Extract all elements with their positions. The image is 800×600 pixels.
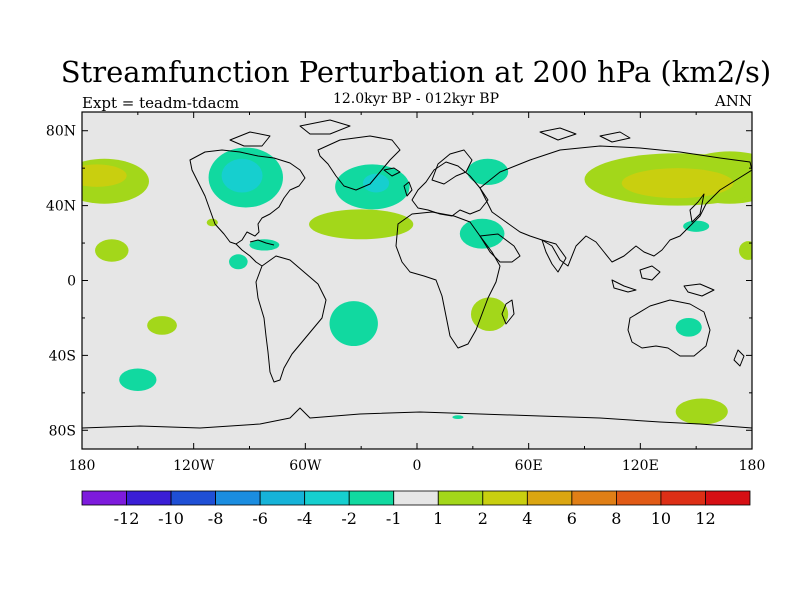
contour-region xyxy=(329,301,378,347)
colorbar-swatch xyxy=(259,490,306,506)
contour-region xyxy=(452,415,464,420)
contour-region xyxy=(459,218,505,249)
x-tick-label: 120E xyxy=(622,458,659,474)
colorbar-label: -8 xyxy=(208,509,224,528)
colorbar-label: 12 xyxy=(695,509,715,528)
x-tick-label: 60W xyxy=(289,458,322,474)
contour-region xyxy=(675,398,728,425)
colorbar-label: -2 xyxy=(341,509,357,528)
colorbar-label: 8 xyxy=(611,509,621,528)
chart-subtitle: 12.0kyr BP - 012kyr BP xyxy=(333,91,499,107)
contour-region xyxy=(229,254,248,270)
y-tick-label: 80S xyxy=(49,423,76,439)
contour-region xyxy=(470,297,509,332)
contour-region xyxy=(738,241,752,260)
y-tick-label: 40S xyxy=(49,348,76,364)
colorbar-label: 10 xyxy=(651,509,671,528)
axis-ticks: 180 120W 60W 0 60E 120E 180 80N 40N 0 40S 80S xyxy=(46,112,765,474)
contour-region xyxy=(309,209,414,240)
colorbar-label: -12 xyxy=(114,509,140,528)
contour-region xyxy=(221,158,263,193)
colorbar-label: 2 xyxy=(478,509,488,528)
season-label: ANN xyxy=(714,92,752,110)
experiment-label: Expt = teadm-tdacm xyxy=(82,94,239,112)
contour-region xyxy=(82,164,127,187)
x-tick-label: 180 xyxy=(69,458,96,474)
colorbar-label: -4 xyxy=(297,509,313,528)
contour-region xyxy=(147,316,177,335)
colorbar-swatch xyxy=(304,490,350,506)
colorbar-swatch xyxy=(482,490,528,506)
y-tick-label: 40N xyxy=(46,199,76,215)
colorbar-swatch xyxy=(526,490,573,506)
contour-region xyxy=(467,158,509,186)
y-tick-label: 0 xyxy=(67,274,76,290)
x-tick-label: 60E xyxy=(515,458,543,474)
colorbar-swatch xyxy=(616,490,662,506)
colorbar-swatch xyxy=(348,490,395,506)
x-tick-label: 180 xyxy=(739,458,766,474)
contour-region xyxy=(621,168,734,199)
colorbar-swatch xyxy=(571,490,617,506)
colorbar-label: 1 xyxy=(433,509,443,528)
colorbar-swatch xyxy=(393,490,439,506)
colorbar-label: -1 xyxy=(386,509,402,528)
colorbar-label: -10 xyxy=(158,509,184,528)
coastlines xyxy=(82,119,752,429)
colorbar-swatch xyxy=(437,490,484,506)
colorbar-swatch xyxy=(215,490,261,506)
contour-region xyxy=(675,317,702,337)
colorbar-swatch xyxy=(705,490,751,506)
colorbar-swatch xyxy=(170,490,216,506)
contour-region xyxy=(119,368,157,391)
x-tick-label: 120W xyxy=(173,458,215,474)
contour-region xyxy=(95,239,129,262)
x-tick-label: 0 xyxy=(413,458,422,474)
contour-region xyxy=(683,220,710,232)
colorbar-swatch xyxy=(81,490,127,506)
colorbar-label: 6 xyxy=(567,509,577,528)
colorbar: -12 -10 -8 -6 -4 -2 -1 1 2 4 6 8 10 12 xyxy=(81,490,751,528)
colorbar-swatch xyxy=(126,490,172,506)
contour-region xyxy=(249,239,280,251)
colorbar-swatch xyxy=(660,490,706,506)
colorbar-label: -6 xyxy=(252,509,268,528)
colorbar-label: 4 xyxy=(522,509,532,528)
contour-regions xyxy=(82,147,752,425)
chart-title: Streamfunction Perturbation at 200 hPa (… xyxy=(61,55,771,89)
contour-region xyxy=(363,173,390,193)
y-tick-label: 80N xyxy=(46,124,76,140)
